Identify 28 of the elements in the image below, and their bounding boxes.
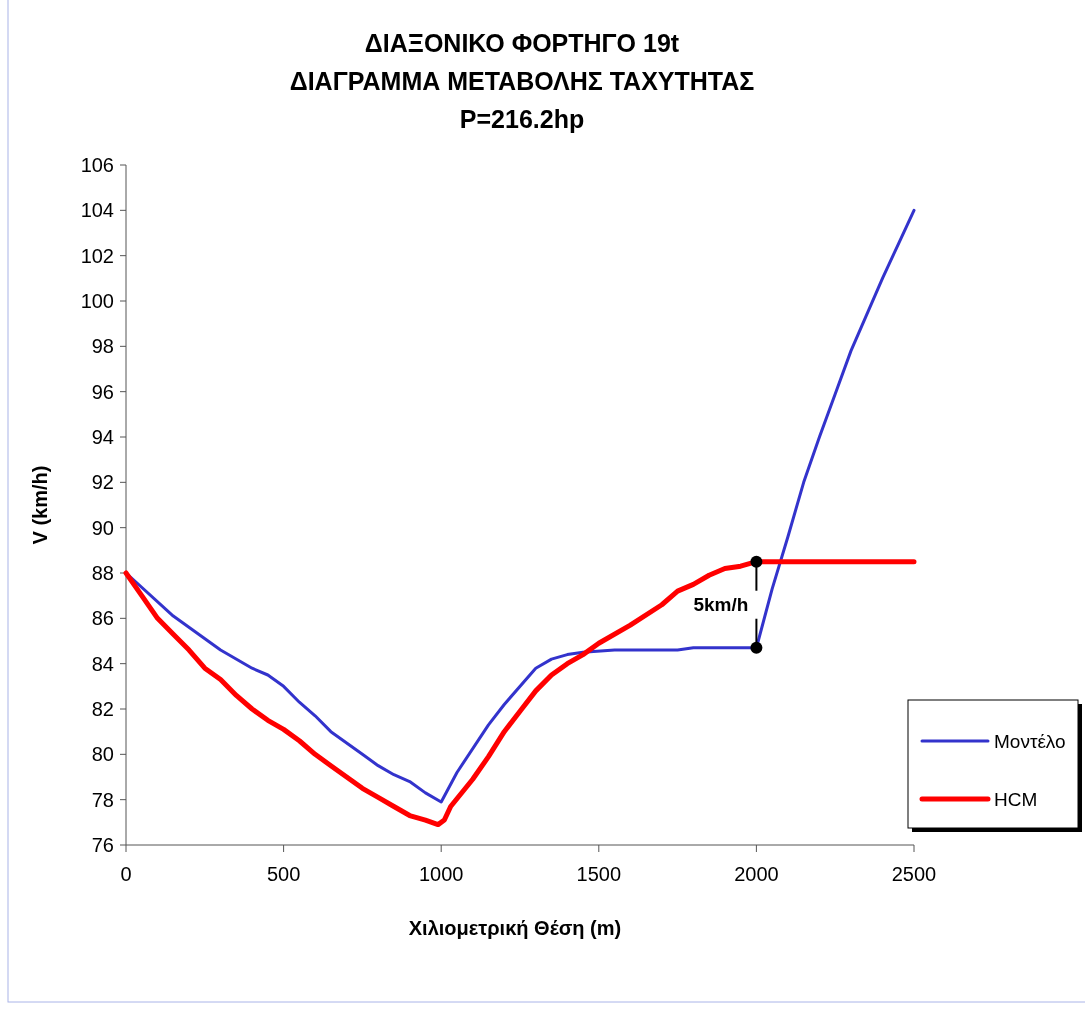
legend-label: Μοντέλο bbox=[994, 730, 1066, 752]
y-tick-label: 104 bbox=[80, 199, 114, 222]
y-tick-label: 98 bbox=[91, 335, 114, 358]
y-tick-label: 102 bbox=[80, 244, 114, 267]
y-tick-label: 80 bbox=[91, 743, 114, 766]
x-tick-label: 1000 bbox=[418, 863, 464, 885]
y-tick-label: 94 bbox=[91, 426, 114, 448]
y-tick-label: 92 bbox=[91, 471, 114, 494]
y-tick-label: 76 bbox=[91, 834, 114, 856]
x-tick-label: 1500 bbox=[576, 863, 622, 885]
y-tick-label: 106 bbox=[80, 154, 114, 176]
y-tick-label: 78 bbox=[91, 788, 114, 811]
x-tick-label: 2500 bbox=[891, 863, 937, 885]
x-tick-label: 2000 bbox=[734, 863, 779, 885]
legend-label: HCM bbox=[994, 788, 1038, 810]
x-axis-title: Χιλιομετρική Θέση (m) bbox=[408, 917, 622, 939]
y-tick-label: 88 bbox=[91, 562, 114, 584]
y-tick-label: 96 bbox=[91, 380, 114, 403]
y-axis-title: V (km/h) bbox=[29, 465, 51, 545]
y-tick-label: 100 bbox=[80, 290, 114, 312]
x-tick-label: 0 bbox=[120, 863, 132, 885]
x-tick-label: 500 bbox=[266, 863, 301, 885]
chart-title: ΔΙΑΞΟΝΙΚΟ ΦΟΡΤΗΓΟ 19t ΔΙΑΓΡΑΜΜΑ ΜΕΤΑΒΟΛΗΣ ΤΑΧΥΤΗΤΑΣ P=216.2hp bbox=[289, 29, 755, 133]
y-tick-label: 90 bbox=[91, 516, 114, 539]
y-tick-label: 84 bbox=[91, 652, 114, 675]
y-tick-label: 86 bbox=[91, 607, 114, 630]
y-tick-label: 82 bbox=[91, 698, 114, 720]
annotation: 5km/h bbox=[693, 594, 749, 616]
